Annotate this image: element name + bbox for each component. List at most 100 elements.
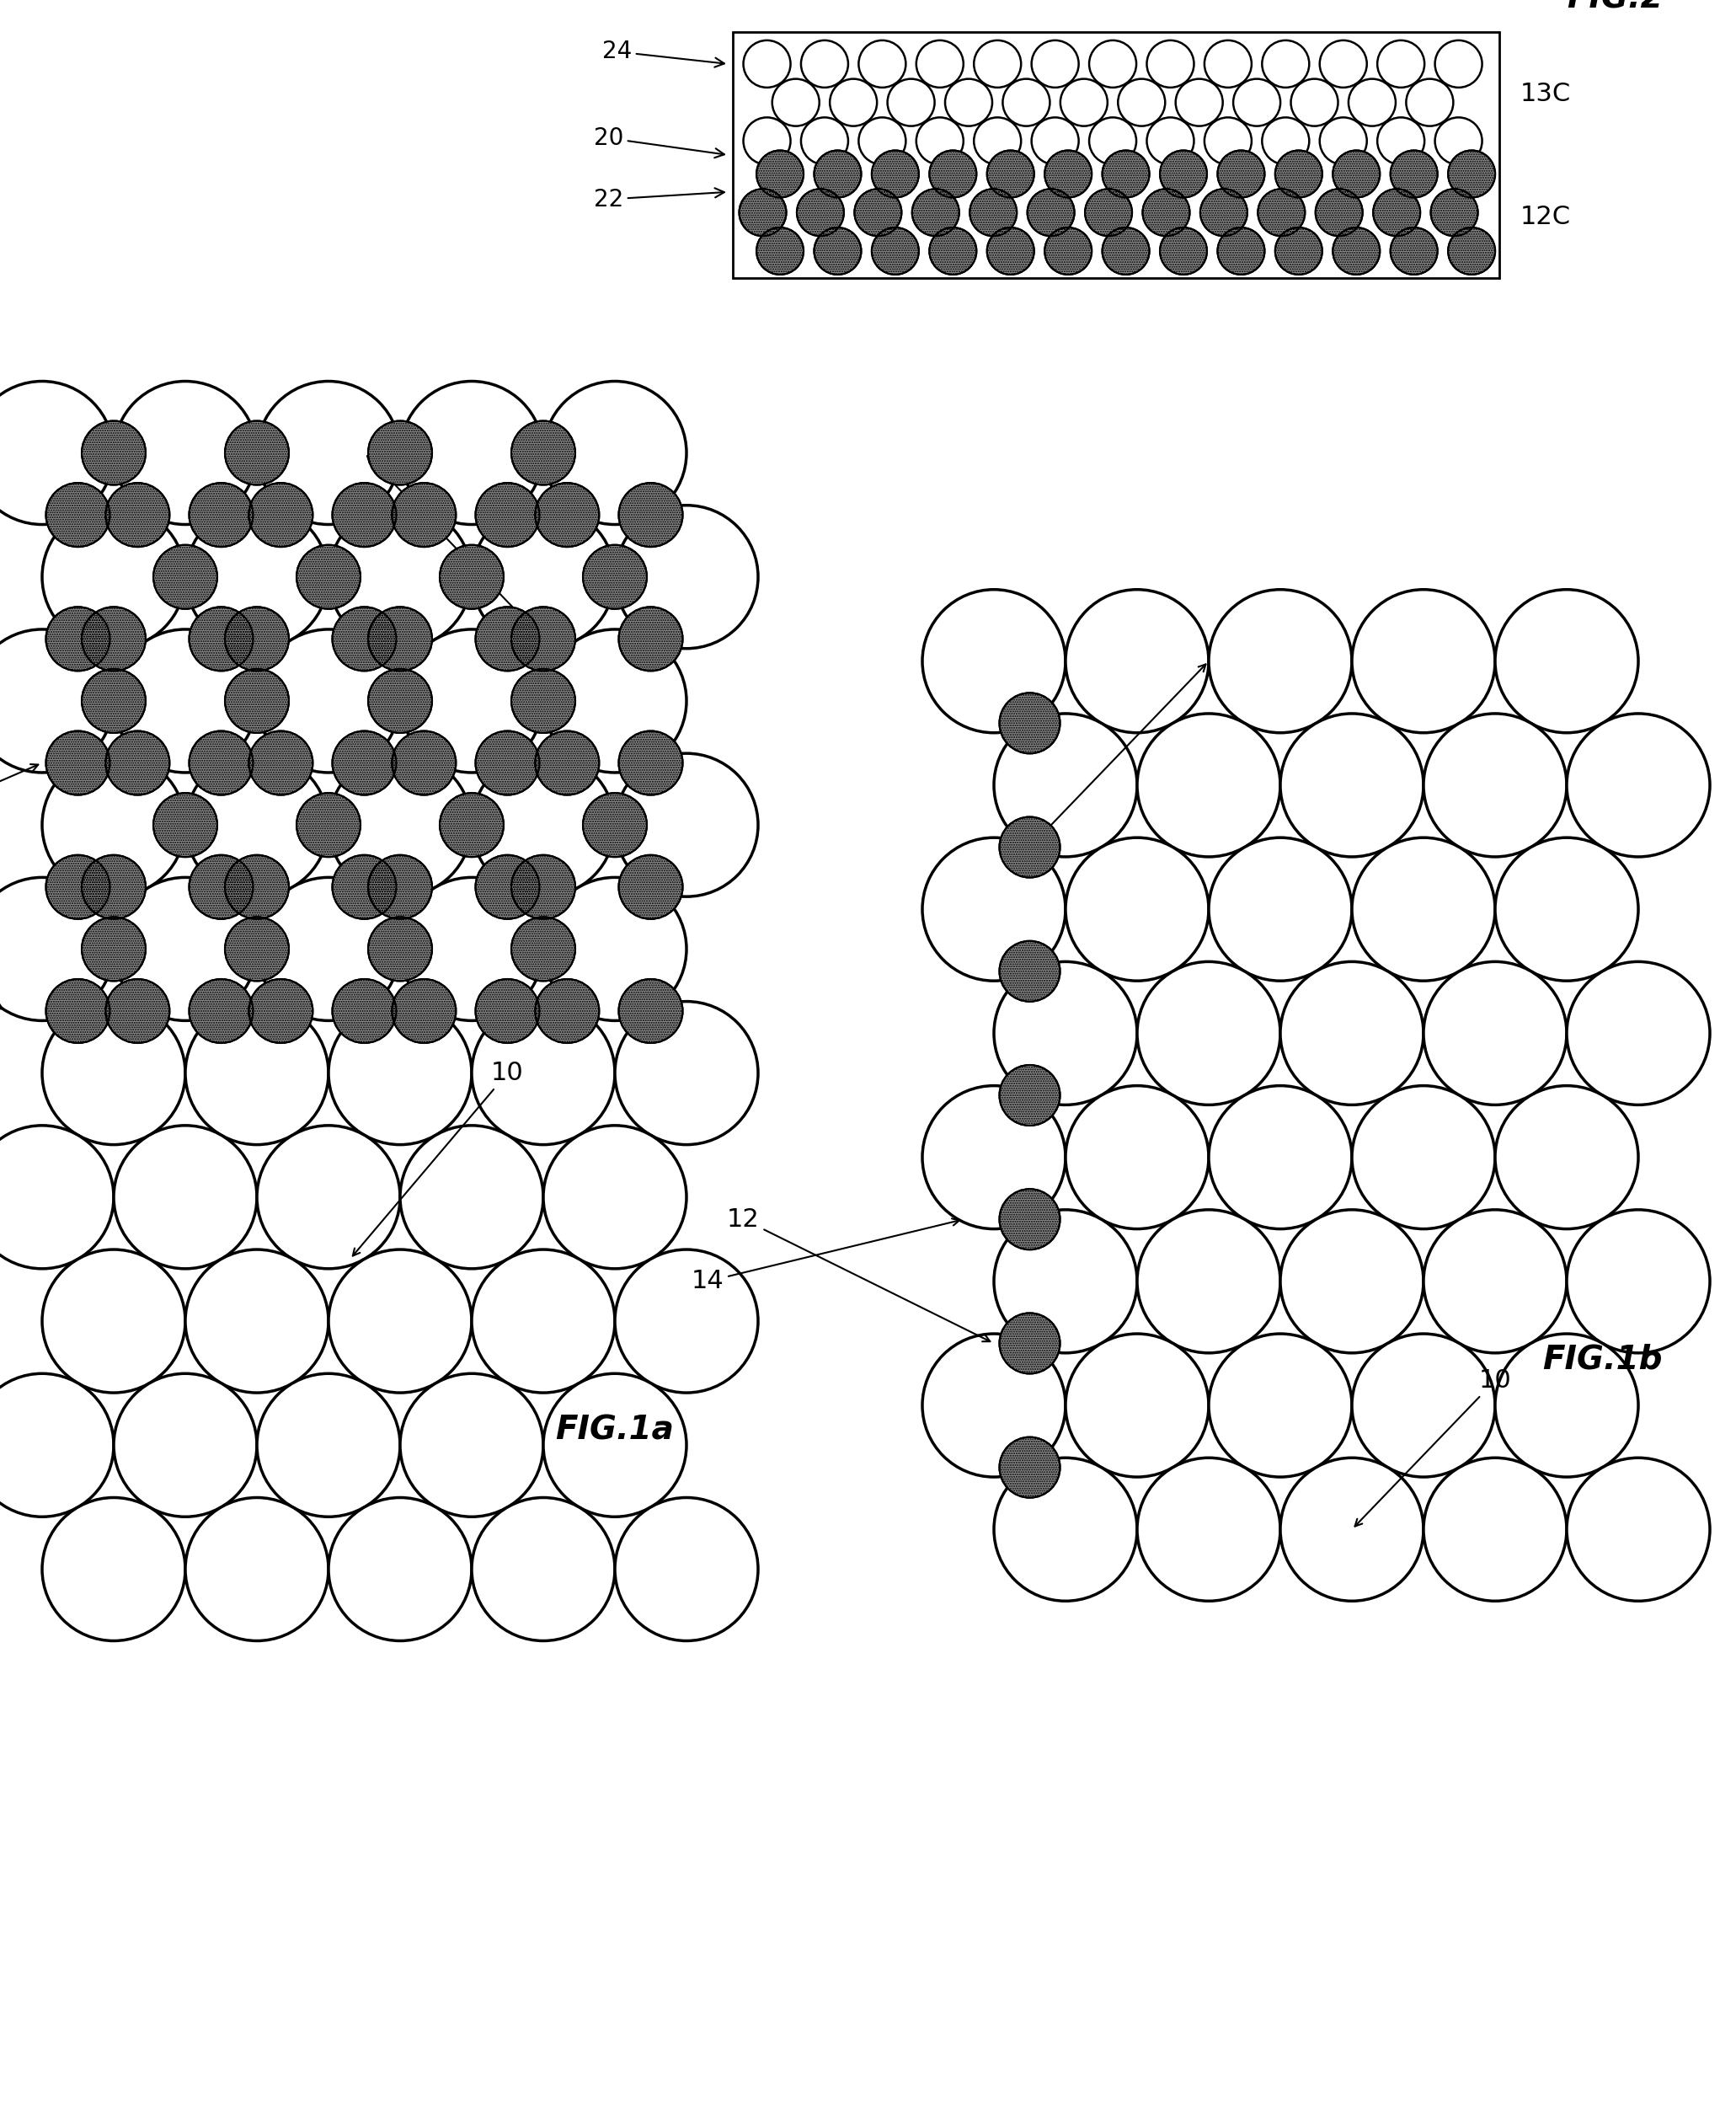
- Circle shape: [1566, 715, 1710, 856]
- Circle shape: [1566, 1459, 1710, 1602]
- Circle shape: [995, 961, 1137, 1105]
- Circle shape: [543, 630, 686, 772]
- Circle shape: [1003, 78, 1050, 126]
- Circle shape: [1028, 190, 1075, 236]
- Circle shape: [1205, 118, 1252, 164]
- Circle shape: [1391, 150, 1437, 198]
- Circle shape: [45, 731, 109, 795]
- Circle shape: [1566, 1210, 1710, 1353]
- Text: FIG.1b: FIG.1b: [1543, 1343, 1663, 1374]
- Circle shape: [1137, 961, 1281, 1105]
- Circle shape: [922, 1086, 1066, 1229]
- Circle shape: [929, 228, 977, 274]
- Circle shape: [0, 630, 115, 772]
- Circle shape: [399, 382, 543, 525]
- Text: 12: 12: [727, 1208, 990, 1341]
- Circle shape: [1045, 150, 1092, 198]
- Circle shape: [615, 1250, 759, 1393]
- Circle shape: [82, 917, 146, 980]
- Circle shape: [1495, 837, 1639, 980]
- Circle shape: [1448, 150, 1495, 198]
- Circle shape: [618, 483, 682, 546]
- Circle shape: [42, 1001, 186, 1145]
- Circle shape: [82, 856, 146, 919]
- Circle shape: [1262, 40, 1309, 89]
- Circle shape: [1085, 190, 1132, 236]
- Text: 20: 20: [594, 126, 724, 158]
- Circle shape: [115, 630, 257, 772]
- Circle shape: [1233, 78, 1281, 126]
- Circle shape: [476, 978, 540, 1043]
- Circle shape: [476, 856, 540, 919]
- Circle shape: [929, 150, 977, 198]
- Circle shape: [543, 382, 686, 525]
- Circle shape: [1495, 1086, 1639, 1229]
- Circle shape: [472, 506, 615, 649]
- Circle shape: [757, 150, 804, 198]
- Circle shape: [814, 228, 861, 274]
- Circle shape: [618, 856, 682, 919]
- Circle shape: [1217, 228, 1264, 274]
- Circle shape: [618, 731, 682, 795]
- Circle shape: [743, 118, 790, 164]
- Circle shape: [1061, 78, 1108, 126]
- Circle shape: [439, 544, 503, 609]
- Circle shape: [189, 731, 253, 795]
- Circle shape: [226, 856, 288, 919]
- Circle shape: [1373, 190, 1420, 236]
- Circle shape: [1000, 694, 1061, 753]
- Circle shape: [854, 190, 901, 236]
- Circle shape: [1377, 118, 1425, 164]
- Circle shape: [82, 668, 146, 734]
- Circle shape: [995, 1459, 1137, 1602]
- Circle shape: [257, 382, 399, 525]
- Circle shape: [1333, 150, 1380, 198]
- Circle shape: [186, 753, 328, 896]
- Circle shape: [1102, 228, 1149, 274]
- Circle shape: [82, 607, 146, 670]
- Circle shape: [944, 78, 993, 126]
- Circle shape: [1262, 118, 1309, 164]
- Circle shape: [0, 1126, 115, 1269]
- Circle shape: [399, 877, 543, 1020]
- Circle shape: [189, 978, 253, 1043]
- Circle shape: [189, 607, 253, 670]
- Text: 10: 10: [1354, 1368, 1512, 1526]
- Circle shape: [615, 1497, 759, 1640]
- Circle shape: [115, 1126, 257, 1269]
- Circle shape: [476, 483, 540, 546]
- Circle shape: [248, 483, 312, 546]
- Circle shape: [368, 422, 432, 485]
- Circle shape: [1349, 78, 1396, 126]
- Circle shape: [1281, 715, 1424, 856]
- Circle shape: [1424, 1459, 1566, 1602]
- Circle shape: [859, 40, 906, 89]
- Circle shape: [1391, 228, 1437, 274]
- Circle shape: [1377, 40, 1425, 89]
- Circle shape: [1137, 1459, 1281, 1602]
- Circle shape: [1160, 228, 1207, 274]
- Bar: [733, 32, 1500, 278]
- Circle shape: [328, 506, 472, 649]
- Circle shape: [512, 917, 575, 980]
- Circle shape: [257, 1126, 399, 1269]
- Circle shape: [226, 917, 288, 980]
- Circle shape: [1000, 1313, 1061, 1374]
- Circle shape: [1352, 1334, 1495, 1478]
- Circle shape: [472, 1250, 615, 1393]
- Circle shape: [583, 544, 648, 609]
- Circle shape: [1281, 1210, 1424, 1353]
- Circle shape: [1208, 1334, 1352, 1478]
- Circle shape: [106, 731, 170, 795]
- Circle shape: [1045, 228, 1092, 274]
- Circle shape: [543, 1374, 686, 1518]
- Circle shape: [1352, 1086, 1495, 1229]
- Circle shape: [399, 1126, 543, 1269]
- Circle shape: [257, 630, 399, 772]
- Circle shape: [368, 917, 432, 980]
- Circle shape: [970, 190, 1017, 236]
- Circle shape: [1495, 1334, 1639, 1478]
- Circle shape: [535, 978, 599, 1043]
- Circle shape: [1208, 837, 1352, 980]
- Circle shape: [911, 190, 960, 236]
